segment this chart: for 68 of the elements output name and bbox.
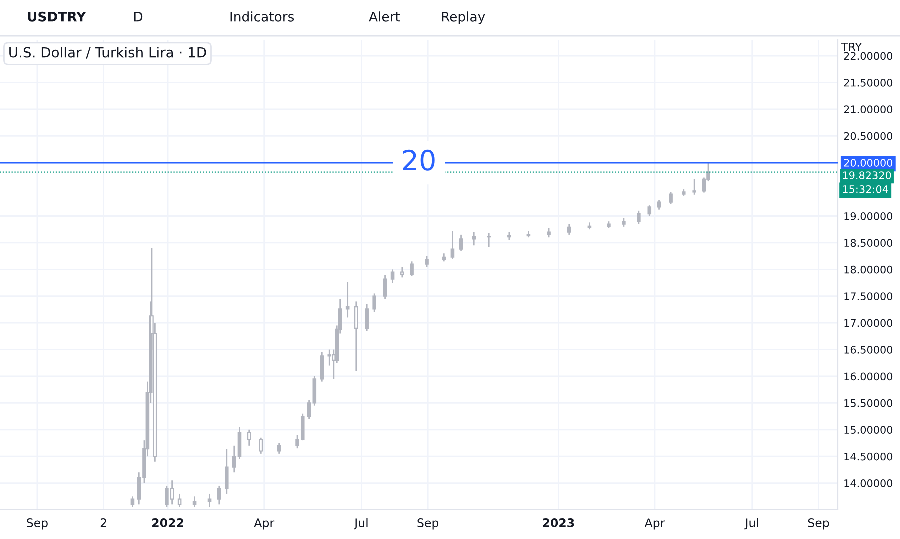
x-tick-label: Sep [418, 518, 439, 530]
x-tick-label: Sep [808, 518, 830, 530]
candlestick [259, 437, 264, 455]
y-tick-label: 20.50000 [844, 132, 893, 140]
ref-line-label: 19.82320 [843, 172, 892, 180]
text: 15:32:04 [843, 185, 888, 194]
y-tick-label: 14.50000 [844, 452, 893, 461]
y-tick-label: 21.50000 [844, 78, 893, 87]
candlestick [657, 200, 662, 211]
y-tick-label: 19.00000 [844, 212, 893, 220]
candlestick [328, 349, 332, 366]
y-tick-label: 17.00000 [844, 319, 893, 328]
y-tick-label: 18.50000 [844, 239, 893, 248]
candlestick [372, 293, 376, 314]
candlestick [346, 282, 350, 318]
candlestick [692, 178, 696, 196]
candlestick [178, 493, 182, 508]
y-tick-label: 14.00000 [844, 480, 893, 488]
candlestick [450, 230, 455, 260]
candlestick [472, 232, 476, 246]
candlestick [320, 352, 324, 383]
candlestick [669, 192, 673, 206]
candlestick [192, 496, 197, 508]
candlestick [354, 301, 358, 372]
y-tick-label: 15.50000 [844, 399, 893, 408]
candlestick [410, 260, 414, 277]
x-tick-label: Jul [354, 518, 368, 530]
text: USDTRY [28, 12, 86, 22]
chart-title: U.S. Dollar / Turkish Lira · 1D [10, 47, 206, 59]
text: D [134, 12, 143, 22]
candlestick [277, 442, 282, 455]
candlestick [487, 232, 491, 248]
x-tick-label: Sep [27, 518, 48, 530]
x-tick-label: 2 [100, 518, 106, 528]
x-tick-label: Jul [744, 518, 758, 530]
candlestick [383, 274, 388, 300]
y-tick-label: 21.00000 [844, 106, 893, 114]
x-tick-label: Apr [644, 518, 666, 530]
candlestick [307, 400, 312, 420]
y-tick-label: 20.00000 [844, 159, 893, 167]
y-tick-label: 15.00000 [844, 426, 893, 434]
y-tick-label: 18.00000 [844, 266, 893, 274]
candlestick [567, 224, 572, 236]
candlestick [225, 448, 229, 495]
x-tick-label: 2022 [152, 518, 184, 528]
y-tick-label: 16.00000 [844, 372, 893, 381]
candlestick [365, 304, 369, 332]
x-tick-label: Apr [254, 518, 275, 530]
candlestick [247, 429, 252, 447]
candlestick [208, 493, 212, 508]
text: Indicators [230, 12, 294, 22]
y-tick-label: 16.50000 [844, 346, 893, 354]
candlestick [459, 234, 464, 252]
candlestick [130, 496, 135, 508]
y-tick-label: 17.50000 [844, 292, 893, 300]
candlestick [648, 204, 652, 217]
ref-line-label: 20 [403, 150, 435, 171]
candlestick [400, 266, 404, 278]
x-tick-label: 2023 [543, 518, 574, 528]
candlestick [218, 485, 222, 506]
candlestick [637, 210, 641, 225]
text: TRY [841, 42, 862, 52]
candlestick [390, 268, 395, 284]
text: Replay [442, 12, 486, 24]
candlestick [547, 227, 551, 238]
y-tick-label: 22.00000 [844, 52, 893, 60]
text: Alert [369, 12, 400, 22]
candlestick [425, 256, 429, 268]
